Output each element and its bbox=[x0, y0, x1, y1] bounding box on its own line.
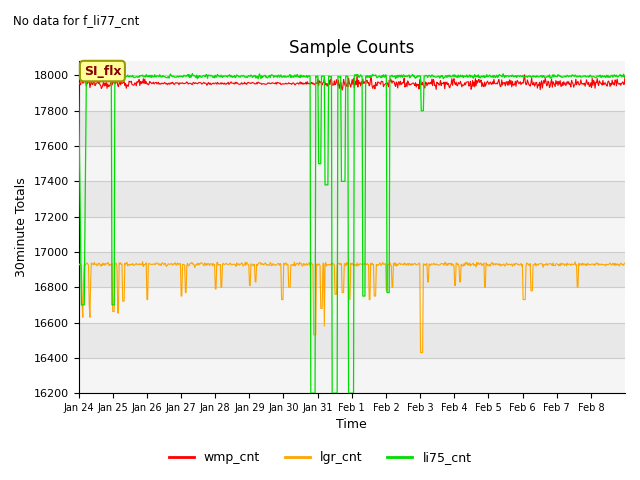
Bar bbox=[79, 252, 625, 287]
Title: Sample Counts: Sample Counts bbox=[289, 39, 415, 57]
Bar bbox=[79, 287, 625, 323]
Bar bbox=[79, 146, 625, 181]
Y-axis label: 30minute Totals: 30minute Totals bbox=[15, 177, 28, 277]
X-axis label: Time: Time bbox=[337, 419, 367, 432]
Bar bbox=[79, 181, 625, 216]
Bar bbox=[79, 216, 625, 252]
Legend: wmp_cnt, lgr_cnt, li75_cnt: wmp_cnt, lgr_cnt, li75_cnt bbox=[164, 446, 476, 469]
Bar bbox=[79, 111, 625, 146]
Text: No data for f_li77_cnt: No data for f_li77_cnt bbox=[13, 14, 139, 27]
Bar bbox=[79, 358, 625, 393]
Text: SI_flx: SI_flx bbox=[84, 65, 121, 78]
Bar bbox=[79, 323, 625, 358]
Bar bbox=[79, 75, 625, 111]
